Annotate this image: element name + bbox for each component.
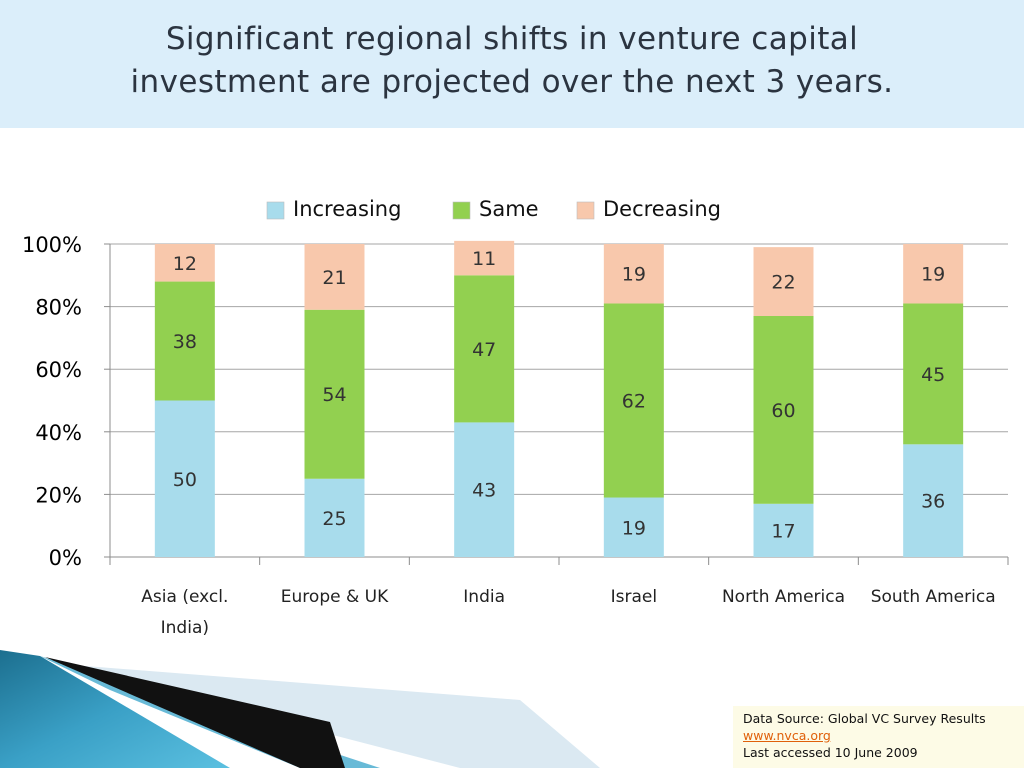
source-accessed: Last accessed 10 June 2009 bbox=[743, 745, 918, 760]
y-tick-label: 20% bbox=[35, 483, 82, 507]
bar-segment bbox=[753, 503, 814, 557]
y-tick-label: 80% bbox=[35, 296, 82, 320]
category-label: Asia (excl. bbox=[141, 587, 228, 607]
bar-segment bbox=[154, 244, 215, 282]
legend-swatch bbox=[266, 201, 285, 220]
legend-label: Same bbox=[479, 197, 539, 221]
data-label: 43 bbox=[472, 480, 496, 502]
bar-segment bbox=[454, 240, 515, 276]
y-tick-label: 0% bbox=[49, 546, 82, 570]
legend-label: Decreasing bbox=[603, 197, 721, 221]
bar-segment bbox=[154, 400, 215, 557]
source-label: Data Source: Global VC Survey Results bbox=[743, 711, 986, 726]
bar-segment bbox=[304, 244, 365, 310]
legend-label: Increasing bbox=[293, 197, 401, 221]
bar-segment bbox=[603, 244, 664, 304]
data-label: 25 bbox=[322, 508, 346, 530]
legend-swatch bbox=[452, 201, 471, 220]
bar-segment bbox=[753, 247, 814, 316]
legend-swatch bbox=[576, 201, 595, 220]
bar-segment bbox=[603, 303, 664, 498]
data-label: 17 bbox=[771, 520, 795, 542]
title-line-2: investment are projected over the next 3… bbox=[130, 64, 894, 100]
bar-segment bbox=[903, 444, 964, 557]
bar-segment bbox=[454, 275, 515, 423]
data-label: 36 bbox=[921, 491, 945, 513]
bar-segment bbox=[903, 303, 964, 445]
bar-segment bbox=[753, 315, 814, 504]
title-band: Significant regional shifts in venture c… bbox=[0, 0, 1024, 128]
data-label: 60 bbox=[771, 400, 795, 422]
stacked-bar-chart: 0% 20% 40% 60% 80% 100% 50 38 12 Asia (excl. India… bbox=[22, 197, 1009, 638]
data-label: 21 bbox=[322, 267, 346, 289]
bar-segment bbox=[304, 478, 365, 557]
bar-segment bbox=[903, 244, 964, 304]
data-label: 54 bbox=[322, 384, 346, 406]
bar-segment bbox=[304, 309, 365, 479]
bar-segment bbox=[454, 422, 515, 557]
category-label: Europe & UK bbox=[281, 587, 389, 607]
slide-title: Significant regional shifts in venture c… bbox=[0, 18, 1024, 104]
bar-segment bbox=[603, 497, 664, 557]
category-label: North America bbox=[722, 587, 845, 607]
data-label: 19 bbox=[622, 517, 646, 539]
data-label: 11 bbox=[472, 248, 496, 270]
data-label: 19 bbox=[622, 264, 646, 286]
data-label: 50 bbox=[173, 469, 197, 491]
category-label: India bbox=[463, 587, 505, 607]
bar-segment bbox=[154, 281, 215, 401]
data-label: 38 bbox=[173, 331, 197, 353]
y-tick-label: 100% bbox=[22, 233, 82, 257]
title-line-1: Significant regional shifts in venture c… bbox=[165, 21, 859, 57]
source-link[interactable]: www.nvca.org bbox=[743, 728, 831, 743]
category-label: South America bbox=[871, 587, 996, 607]
data-source-box: Data Source: Global VC Survey Results ww… bbox=[733, 706, 1024, 768]
category-label: India) bbox=[161, 618, 209, 638]
data-label: 22 bbox=[771, 272, 795, 294]
data-label: 47 bbox=[472, 339, 496, 361]
category-label: Israel bbox=[611, 587, 657, 607]
data-label: 45 bbox=[921, 364, 945, 386]
data-label: 12 bbox=[173, 253, 197, 275]
data-label: 19 bbox=[921, 264, 945, 286]
y-tick-label: 60% bbox=[35, 358, 82, 382]
y-tick-label: 40% bbox=[35, 421, 82, 445]
data-label: 62 bbox=[622, 391, 646, 413]
